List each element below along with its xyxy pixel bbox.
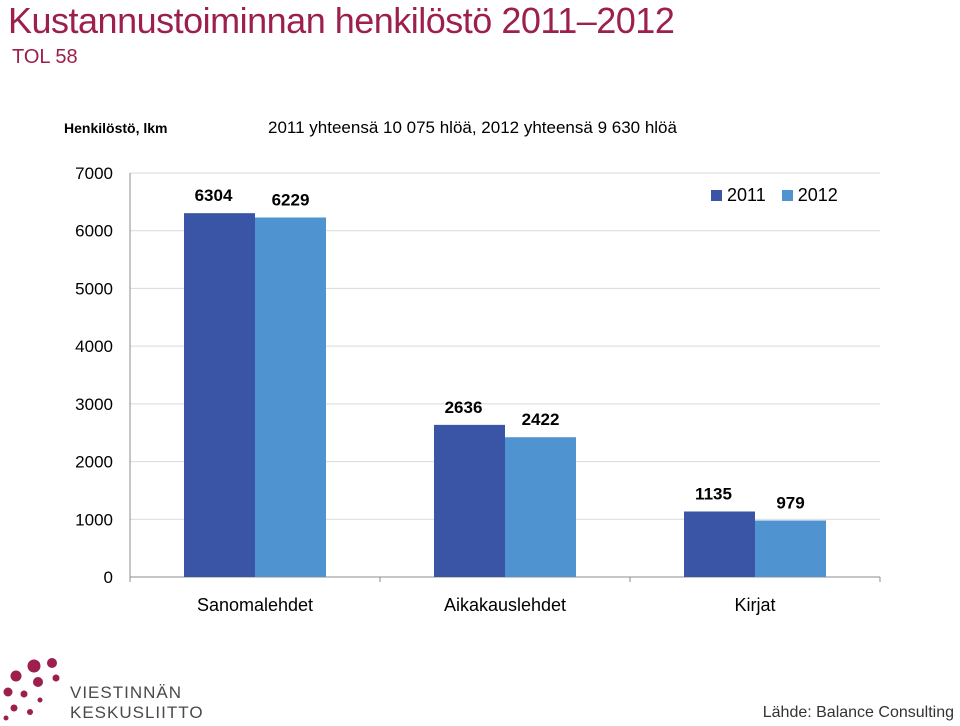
bar: [684, 511, 755, 577]
legend-label-2011: 2011: [727, 185, 766, 205]
data-label: 6304: [195, 186, 233, 205]
logo-dots-icon: [3, 658, 60, 721]
y-tick-label: 1000: [75, 510, 113, 529]
data-label: 6229: [272, 190, 310, 209]
logo-text-line2: KESKUSLIITTO: [70, 703, 204, 722]
data-label: 979: [776, 493, 804, 512]
y-tick-label: 5000: [75, 279, 113, 298]
bar: [255, 217, 326, 577]
totals-note: 2011 yhteensä 10 075 hlöä, 2012 yhteensä…: [268, 118, 677, 137]
y-tick-label: 6000: [75, 222, 113, 241]
y-tick-label: 7000: [75, 164, 113, 183]
y-tick-label: 0: [104, 568, 113, 587]
legend: 2011 2012: [711, 185, 838, 206]
y-tick-label: 2000: [75, 453, 113, 472]
data-label: 1135: [695, 484, 732, 503]
legend-item-2011: 2011: [711, 185, 766, 206]
legend-swatch-2012: [781, 190, 793, 201]
x-tick-label: Sanomalehdet: [197, 595, 313, 615]
x-tick-label: Aikakauslehdet: [444, 595, 566, 615]
data-label: 2636: [445, 398, 483, 417]
x-tick-label: Kirjat: [734, 595, 775, 615]
y-tick-label: 4000: [75, 337, 113, 356]
viestinnan-keskusliitto-logo: VIESTINNÄN KESKUSLIITTO: [3, 658, 204, 722]
bar: [434, 424, 505, 577]
bar: [184, 213, 255, 578]
logo-text-line1: VIESTINNÄN: [70, 683, 182, 702]
chart-title: Kustannustoiminnan henkilöstö 2011–2012: [8, 0, 675, 41]
bar: [755, 520, 826, 577]
source-note: Lähde: Balance Consulting: [762, 704, 954, 721]
bar: [505, 437, 576, 577]
legend-item-2012: 2012: [781, 185, 838, 206]
y-axis-label: Henkilöstö, lkm: [64, 120, 168, 136]
bar-chart: 0 1000 2000 3000 4000 5000 6000 7000 Sanomalehde…: [75, 164, 881, 615]
legend-label-2012: 2012: [797, 185, 838, 205]
data-label: 2422: [522, 410, 560, 429]
legend-swatch-2011: [711, 190, 722, 201]
y-tick-label: 3000: [75, 395, 113, 414]
chart-subtitle: TOL 58: [12, 46, 78, 68]
